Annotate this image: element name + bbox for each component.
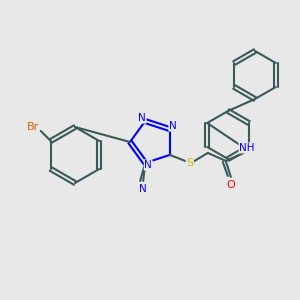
Text: N: N xyxy=(144,160,152,170)
Text: S: S xyxy=(186,158,194,168)
Text: N: N xyxy=(138,113,146,123)
Text: Br: Br xyxy=(27,122,39,132)
Text: N: N xyxy=(169,121,177,131)
Text: O: O xyxy=(226,180,235,190)
Text: NH: NH xyxy=(239,143,254,153)
Text: N: N xyxy=(139,184,147,194)
